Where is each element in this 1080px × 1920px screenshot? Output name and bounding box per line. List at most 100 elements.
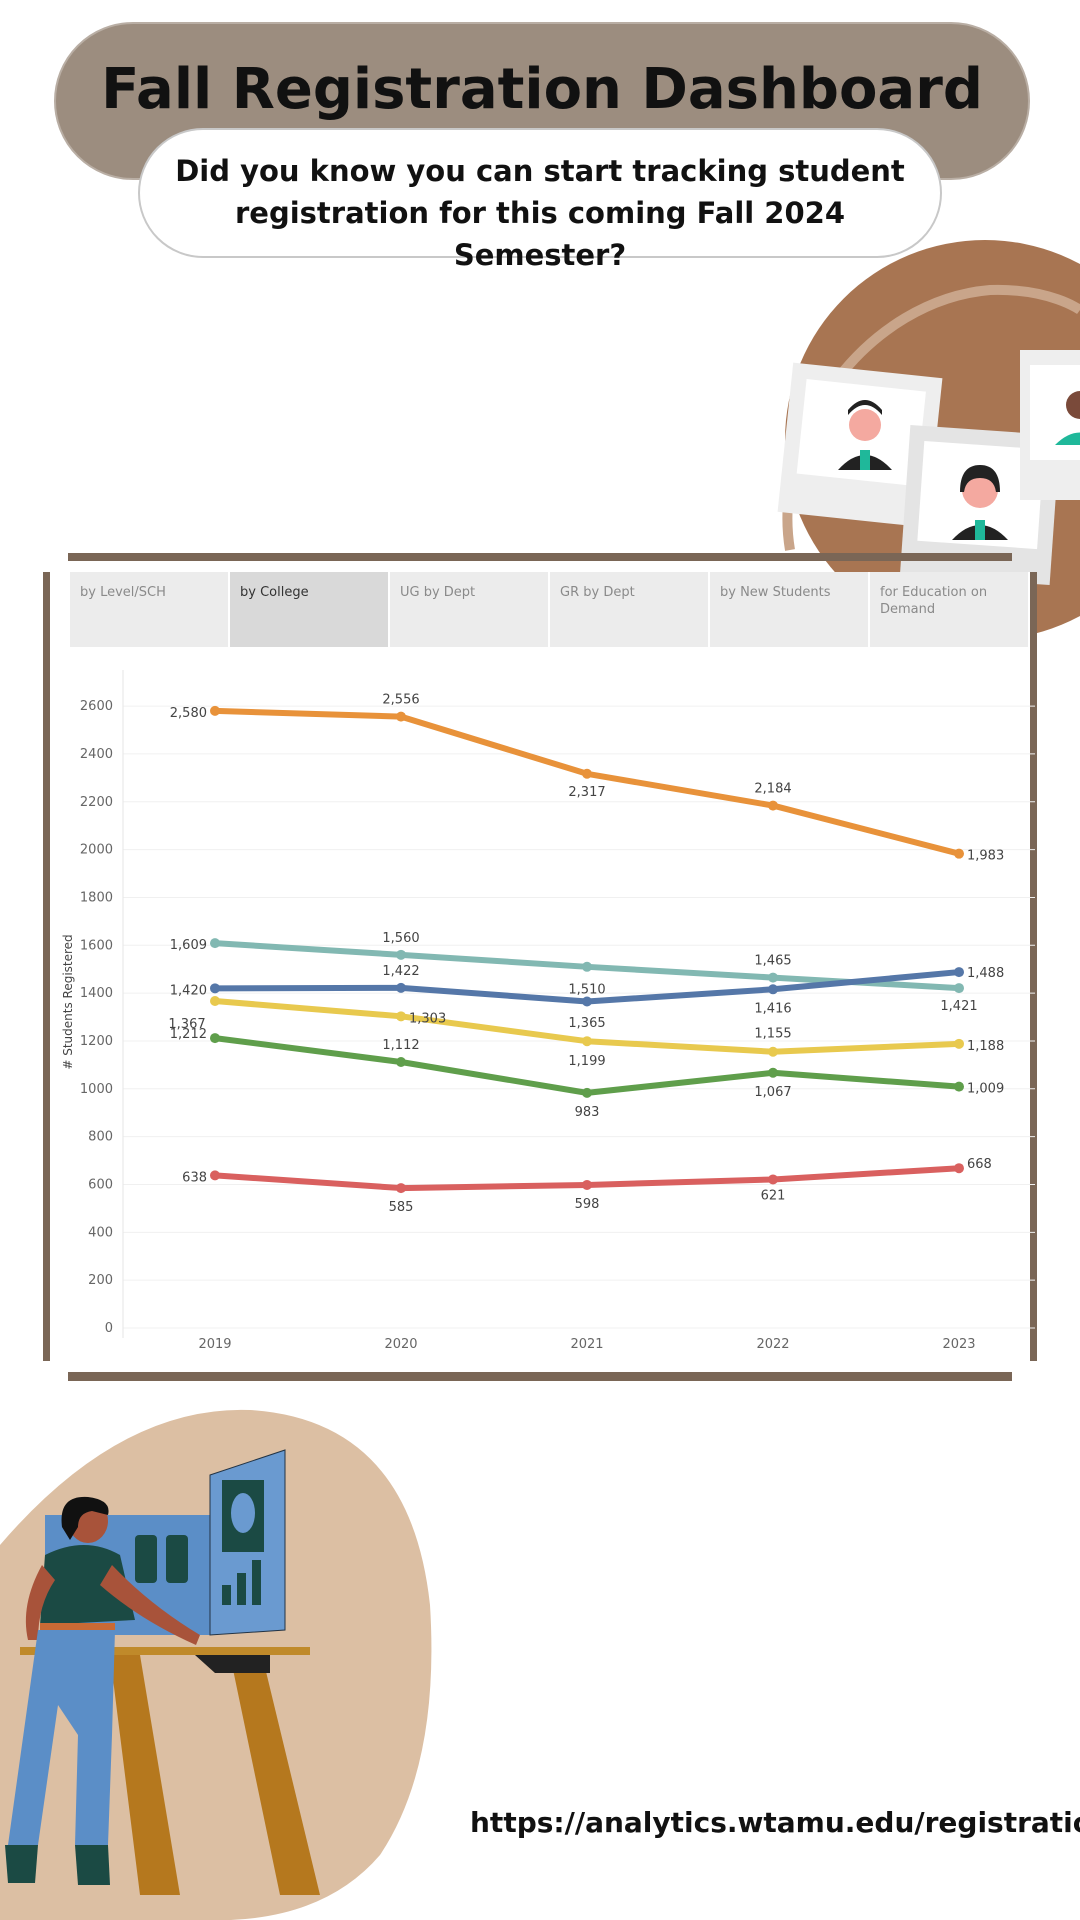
tab-by-new-students[interactable]: by New Students — [710, 572, 870, 647]
data-point — [954, 1038, 964, 1049]
data-label: 585 — [389, 1200, 414, 1215]
data-point — [582, 768, 592, 779]
page-subtitle: Did you know you can start tracking stud… — [160, 150, 920, 276]
data-label: 1,488 — [967, 966, 1004, 981]
data-label: 1,067 — [754, 1085, 791, 1100]
dashboard-frame-top — [68, 553, 1012, 561]
data-point — [210, 1033, 220, 1044]
series-line — [212, 707, 962, 857]
y-tick-label: 400 — [88, 1225, 113, 1240]
data-point — [954, 983, 964, 994]
x-tick-label: 2020 — [384, 1337, 417, 1352]
tab-by-level-sch[interactable]: by Level/SCH — [70, 572, 230, 647]
data-label: 1,416 — [754, 1001, 791, 1016]
data-label: 1,199 — [568, 1054, 605, 1069]
registration-line-chart: 0 200 400 600 800 1000 1200 1400 1600 1800 2000 220… — [61, 670, 1035, 1352]
profiles-illustration — [777, 240, 1080, 640]
y-axis-title: # Students Registered — [61, 934, 75, 1069]
data-point — [954, 967, 964, 978]
data-label: 983 — [575, 1105, 600, 1120]
data-label: 2,184 — [754, 782, 791, 797]
data-label: 598 — [575, 1197, 600, 1212]
data-point — [396, 982, 406, 993]
data-label: 1,155 — [754, 1027, 791, 1042]
x-tick-label: 2023 — [942, 1337, 975, 1352]
worker-illustration — [0, 1409, 432, 1920]
data-point — [582, 1179, 592, 1190]
y-tick-label: 2200 — [80, 795, 113, 810]
data-point — [396, 1057, 406, 1068]
subtitle-pill — [138, 128, 942, 258]
y-tick-label: 1600 — [80, 938, 113, 953]
data-point — [582, 996, 592, 1007]
subtitle-line-1: Did you know you can start tracking stud… — [175, 154, 905, 188]
data-point — [582, 961, 592, 972]
y-tick-label: 1200 — [80, 1034, 113, 1049]
x-tick-label: 2021 — [570, 1337, 603, 1352]
data-label: 668 — [967, 1157, 992, 1172]
data-point — [210, 996, 220, 1007]
data-label: 1,560 — [382, 931, 419, 946]
data-point — [396, 949, 406, 960]
data-label: 1,983 — [967, 849, 1004, 864]
data-point — [396, 1011, 406, 1022]
data-point — [768, 972, 778, 983]
data-label: 1,422 — [382, 964, 419, 979]
y-tick-label: 2400 — [80, 747, 113, 762]
data-label: 1,365 — [568, 1016, 605, 1031]
data-label: 2,317 — [568, 785, 605, 800]
tab-gr-by-dept[interactable]: GR by Dept — [550, 572, 710, 647]
y-tick-label: 1000 — [80, 1082, 113, 1097]
data-point — [396, 1183, 406, 1194]
data-label: 1,465 — [754, 954, 791, 969]
y-tick-label: 2600 — [80, 699, 113, 714]
subtitle-line-2: registration for this coming Fall 2024 S… — [234, 196, 846, 272]
dashboard-tabs: by Level/SCH by College UG by Dept GR by… — [70, 572, 1030, 647]
data-point — [768, 1174, 778, 1185]
profile-card-icon — [777, 362, 943, 528]
y-tick-label: 600 — [88, 1177, 113, 1192]
data-label: 638 — [182, 1170, 207, 1185]
tab-education-on-demand[interactable]: for Education on Demand — [870, 572, 1030, 647]
data-label: 1,421 — [940, 999, 977, 1014]
data-point — [954, 1081, 964, 1092]
data-point — [768, 984, 778, 995]
data-point — [210, 1170, 220, 1181]
data-label: 1,212 — [170, 1027, 207, 1042]
woman-figure — [5, 1496, 200, 1885]
data-point — [768, 1046, 778, 1057]
data-point — [768, 800, 778, 811]
y-tick-label: 2000 — [80, 843, 113, 858]
y-tick-label: 0 — [105, 1321, 113, 1336]
data-point — [954, 848, 964, 859]
tab-by-college[interactable]: by College — [230, 572, 390, 647]
y-tick-label: 1800 — [80, 890, 113, 905]
data-point — [582, 1036, 592, 1047]
data-point — [768, 1067, 778, 1078]
data-point — [210, 983, 220, 994]
y-tick-label: 1400 — [80, 986, 113, 1001]
data-label: 2,556 — [382, 693, 419, 708]
data-label: 1,420 — [170, 983, 207, 998]
desk — [20, 1647, 310, 1655]
data-label: 1,609 — [170, 938, 207, 953]
tab-ug-by-dept[interactable]: UG by Dept — [390, 572, 550, 647]
x-tick-label: 2022 — [756, 1337, 789, 1352]
data-label: 1,510 — [568, 982, 605, 997]
y-tick-label: 200 — [88, 1273, 113, 1288]
data-label: 2,580 — [170, 706, 207, 721]
page-title: Fall Registration Dashboard — [101, 57, 983, 122]
data-point — [396, 711, 406, 722]
x-tick-label: 2019 — [198, 1337, 231, 1352]
data-label: 1,112 — [382, 1038, 419, 1053]
data-label: 1,188 — [967, 1039, 1004, 1054]
profile-card-icon — [1020, 350, 1080, 500]
dashboard-url-link[interactable]: https://analytics.wtamu.edu/registration… — [470, 1806, 1080, 1839]
data-point — [210, 705, 220, 716]
data-label: 621 — [761, 1188, 786, 1203]
dashboard-frame-bottom — [68, 1372, 1012, 1381]
data-label: 1,367 — [168, 1017, 205, 1032]
data-point — [210, 938, 220, 949]
data-label: 1,009 — [967, 1082, 1004, 1097]
data-label: 1,303 — [409, 1011, 446, 1026]
